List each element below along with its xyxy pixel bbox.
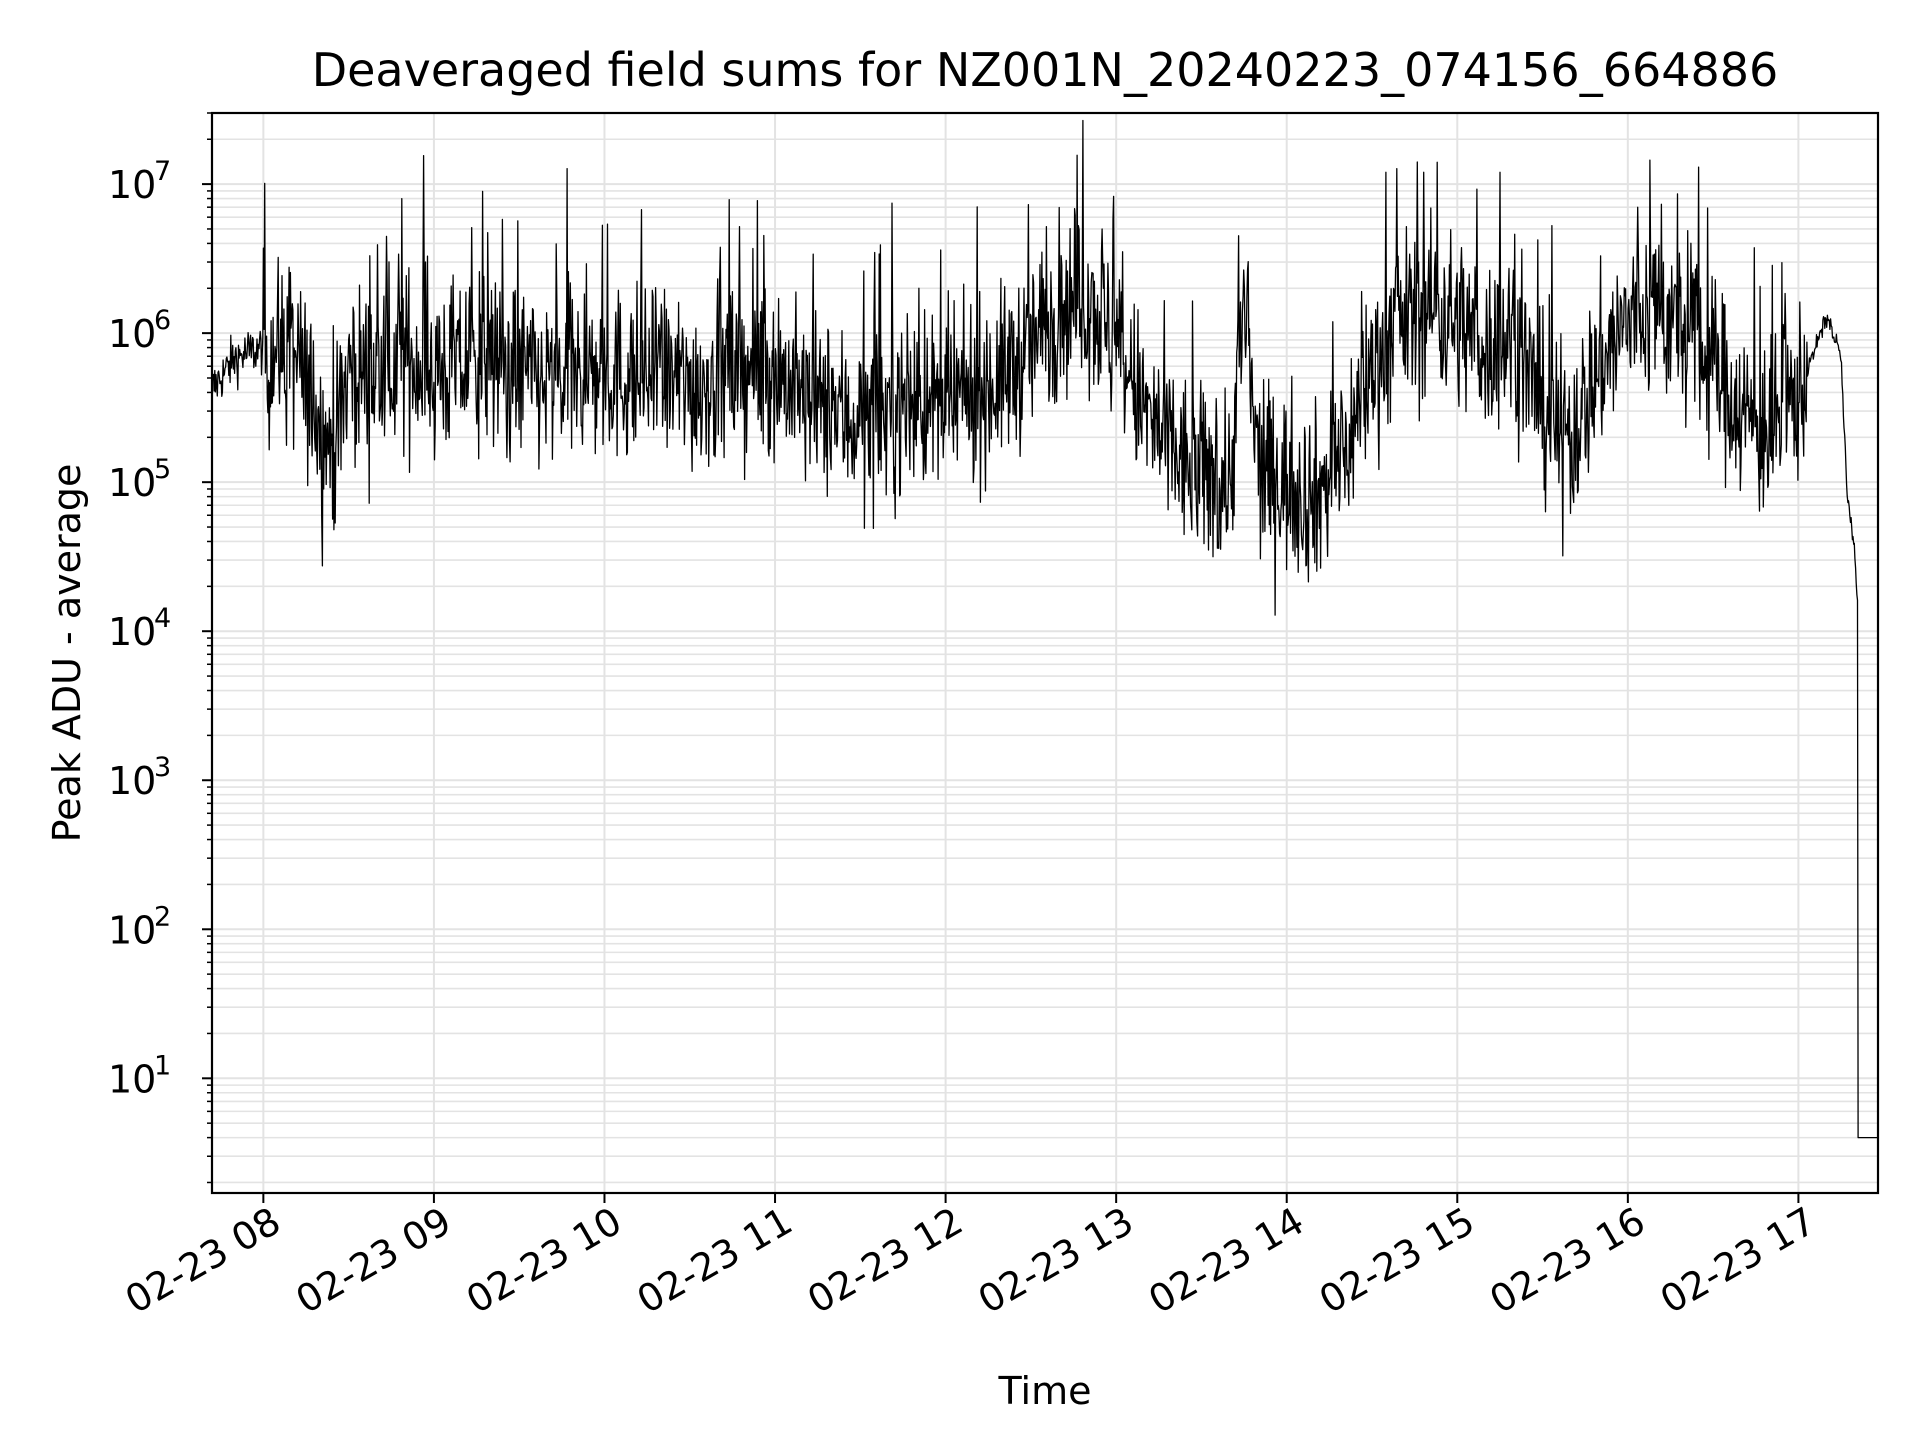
y-tick-exponent: 5	[154, 454, 171, 485]
y-axis-label: Peak ADU - average	[45, 464, 89, 843]
y-tick-base: 10	[108, 461, 156, 505]
plot-frame	[210, 111, 1880, 1195]
grid	[212, 112, 1878, 1193]
y-tick-exponent: 2	[154, 901, 171, 932]
y-tick-exponent: 6	[154, 305, 171, 336]
y-tick-exponent: 4	[154, 603, 171, 634]
y-tick-base: 10	[108, 759, 156, 803]
y-tick-exponent: 3	[154, 752, 171, 783]
y-tick-base: 10	[108, 908, 156, 952]
y-tick-base: 10	[108, 163, 156, 207]
y-tick-base: 10	[108, 610, 156, 654]
y-tick-exponent: 1	[154, 1050, 171, 1081]
y-tick-exponent: 7	[154, 156, 171, 187]
y-tick-label: 101	[108, 1050, 171, 1101]
y-tick-base: 10	[108, 312, 156, 356]
y-tick-label: 105	[108, 454, 171, 505]
y-tick-label: 106	[108, 305, 171, 356]
y-tick-label: 107	[108, 156, 171, 207]
series-layer	[211, 119, 1879, 1139]
chart-title: Deaveraged field sums for NZ001N_2024022…	[312, 43, 1779, 97]
y-tick-label: 104	[108, 603, 171, 654]
x-axis-label: Time	[998, 1369, 1092, 1413]
y-tick-label: 102	[108, 901, 171, 952]
series-line	[211, 119, 1879, 1139]
y-tick-base: 10	[108, 1057, 156, 1101]
y-tick-label: 103	[108, 752, 171, 803]
